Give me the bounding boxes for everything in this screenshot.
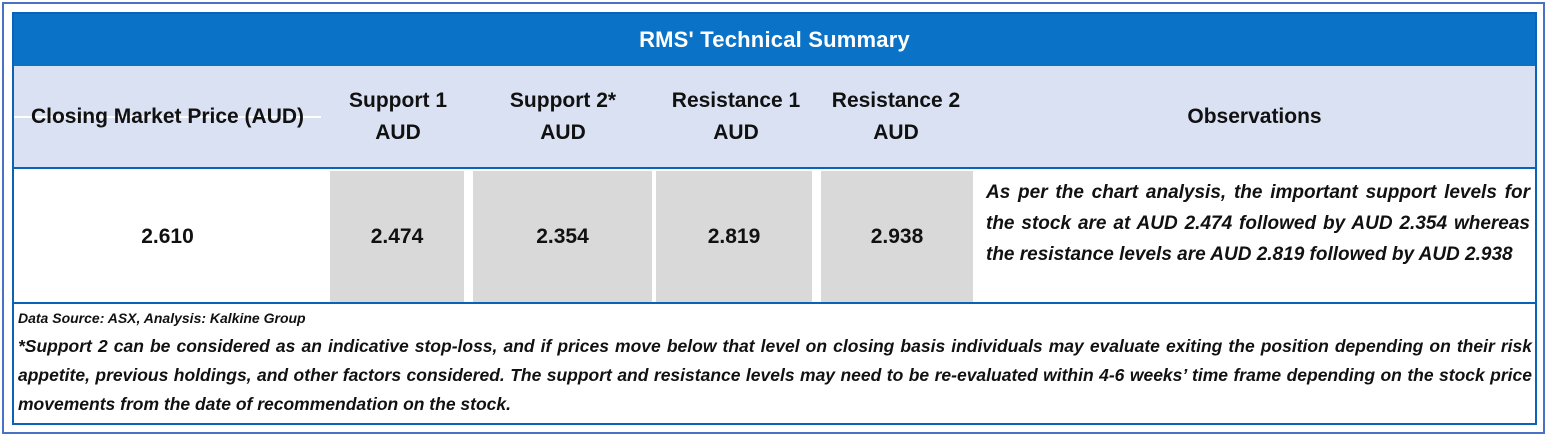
- resistance-2-value: 2.938: [821, 171, 973, 302]
- header-support-1: Support 1 AUD: [330, 66, 466, 167]
- support-1-value: 2.474: [330, 171, 464, 302]
- data-source: Data Source: ASX, Analysis: Kalkine Grou…: [18, 310, 306, 326]
- technical-summary-table: RMS' Technical Summary Closing Market Pr…: [12, 12, 1537, 425]
- header-support-2-unit: AUD: [540, 120, 586, 144]
- table-title: RMS' Technical Summary: [14, 14, 1535, 66]
- header-support-1-unit: AUD: [375, 120, 421, 144]
- header-resistance-2-label: Resistance 2: [831, 88, 961, 112]
- header-resistance-2-unit: AUD: [873, 120, 919, 144]
- support-2-value: 2.354: [473, 171, 652, 302]
- header-observations: Observations: [1187, 104, 1322, 128]
- observation-text: As per the chart analysis, the important…: [986, 182, 1530, 265]
- header-resistance-2: Resistance 2 AUD: [821, 66, 971, 167]
- header-divider: [14, 116, 321, 118]
- footnote: *Support 2 can be considered as an indic…: [18, 336, 1532, 414]
- header-support-2: Support 2* AUD: [474, 66, 652, 167]
- header-resistance-1: Resistance 1 AUD: [656, 66, 816, 167]
- closing-price-value: 2.610: [14, 171, 321, 302]
- resistance-1-value: 2.819: [656, 171, 812, 302]
- header-row: Closing Market Price (AUD) Support 1 AUD…: [14, 66, 1535, 169]
- footer: Data Source: ASX, Analysis: Kalkine Grou…: [18, 306, 1532, 419]
- data-row: 2.610 2.474 2.354 2.819 2.938 As per the…: [14, 169, 1535, 304]
- header-resistance-1-unit: AUD: [713, 120, 759, 144]
- header-closing-price: Closing Market Price (AUD): [30, 104, 305, 128]
- header-support-1-label: Support 1: [349, 88, 447, 112]
- header-support-2-label: Support 2*: [509, 88, 617, 112]
- header-resistance-1-label: Resistance 1: [671, 88, 801, 112]
